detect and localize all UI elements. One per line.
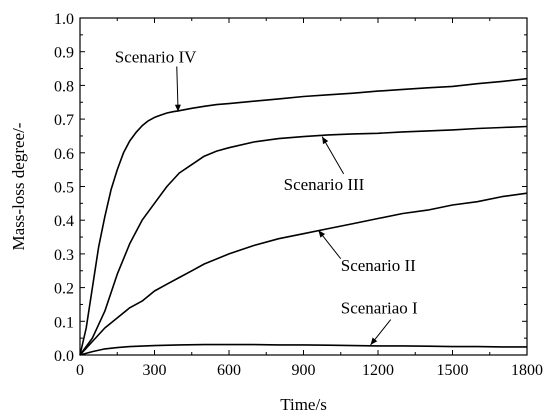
annotation-arrowhead (318, 230, 326, 238)
y-axis-label: Mass-loss degree/- (9, 122, 28, 250)
x-tick-label: 0 (76, 362, 84, 379)
series-line-2 (79, 125, 528, 356)
annotation-label: Scenario II (341, 256, 416, 275)
series-line-1 (79, 77, 528, 356)
annotation-label: Scenariao I (341, 299, 418, 318)
tick-labels: 0 300 600 900 1200 1500 1800 0.0 0.1 0.2 0.3 0.4 0.5… (54, 11, 543, 379)
series-line-3 (79, 192, 528, 356)
x-tick-label: 1500 (437, 362, 469, 379)
y-tick-label: 0.9 (54, 45, 74, 62)
annotation-arrowhead (174, 104, 181, 112)
y-tick-label: 0.2 (54, 281, 74, 298)
y-tick-label: 0.0 (54, 348, 74, 365)
y-tick-label: 0.5 (54, 180, 74, 197)
plot-frame (79, 17, 528, 356)
y-tick-label: 1.0 (54, 11, 74, 28)
y-tick-label: 0.6 (54, 146, 74, 163)
x-tick-label: 1800 (511, 362, 543, 379)
series-line-4 (79, 343, 527, 356)
y-tick-label: 0.8 (54, 78, 74, 95)
annotation-arrowhead (370, 337, 378, 345)
annotation-label: Scenario III (284, 175, 365, 194)
x-tick-label: 900 (292, 362, 316, 379)
annotation-arrow-line (321, 136, 345, 175)
x-tick-label: 600 (217, 362, 241, 379)
x-tick-label: 300 (143, 362, 167, 379)
y-tick-label: 0.7 (54, 112, 74, 129)
series-lines (79, 77, 528, 356)
x-tick-label: 1200 (362, 362, 394, 379)
x-axis-label: Time/s (280, 395, 327, 414)
annotation-label: Scenario IV (115, 47, 197, 66)
annotations: Scenario IV Scenario III Scenario II Scenar… (115, 47, 418, 346)
annotation-arrowhead (322, 136, 329, 145)
y-tick-label: 0.1 (54, 314, 74, 331)
y-tick-label: 0.4 (54, 213, 74, 230)
y-tick-label: 0.3 (54, 247, 74, 264)
annotation-arrow-line (176, 66, 179, 112)
